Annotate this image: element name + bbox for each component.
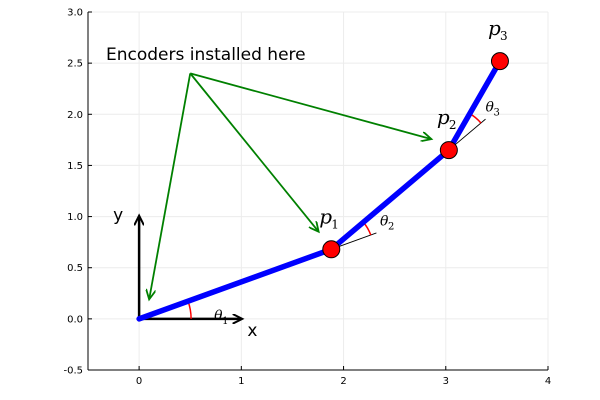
arm-link — [136, 246, 335, 322]
joint-labels: p 1p 2p 3 — [319, 16, 507, 231]
annotation-text: Encoders installed here — [106, 45, 306, 65]
frame-y-label: y — [113, 206, 123, 226]
x-tick-label: 3 — [443, 376, 449, 387]
joint-marker — [322, 240, 341, 259]
y-tick-label: 0.0 — [67, 314, 83, 325]
axes — [87, 12, 548, 371]
joint-label-subscript: 1 — [331, 217, 339, 231]
annotation-arrow — [189, 72, 318, 231]
frame-x-label: x — [247, 321, 257, 341]
joint-marker — [439, 141, 458, 160]
y-tick-label: 1.5 — [67, 161, 83, 172]
arm-link — [446, 58, 503, 153]
angle-label: θ — [485, 100, 494, 116]
x-tick-label: 2 — [340, 376, 346, 387]
y-tick-label: 0.5 — [67, 263, 83, 274]
angle-label-subscript: 2 — [388, 221, 394, 232]
joint-label: p — [488, 16, 501, 40]
y-tick-label: 1.0 — [67, 212, 83, 223]
joint-angles: θ 1θ 2θ 3 — [187, 100, 500, 327]
y-tick-label: 2.5 — [67, 59, 83, 70]
joint-label: p — [437, 105, 450, 129]
base-frame: x y — [113, 206, 257, 341]
x-tick-label: 0 — [136, 376, 142, 387]
x-tick-label: 1 — [238, 376, 244, 387]
grid-lines — [88, 11, 549, 371]
angle-label: θ — [380, 213, 389, 229]
annotation-arrows — [149, 72, 430, 298]
arm-link — [328, 147, 452, 253]
angle-label-subscript: 1 — [222, 316, 228, 327]
arm-links — [136, 58, 503, 322]
joint-marker — [490, 52, 509, 71]
annotation-arrow — [189, 72, 430, 138]
y-tick-label: 2.0 — [67, 110, 83, 121]
angle-label-subscript: 3 — [493, 108, 499, 119]
y-tick-label: -0.5 — [63, 366, 83, 377]
joint-label-subscript: 2 — [449, 118, 457, 132]
y-tick-label: 3.0 — [67, 8, 83, 19]
x-tick-label: 4 — [545, 376, 551, 387]
annotation-arrow — [149, 73, 192, 298]
angle-label: θ — [214, 308, 223, 324]
joint-label: p — [319, 204, 332, 228]
arm-joints — [322, 52, 509, 259]
x-ticks: 0 1 2 3 4 — [136, 366, 551, 387]
joint-label-subscript: 3 — [500, 29, 508, 43]
encoder-annotation: Encoders installed here — [106, 45, 430, 298]
y-ticks: -0.5 0.0 0.5 1.0 1.5 2.0 2.5 3.0 — [63, 8, 92, 377]
